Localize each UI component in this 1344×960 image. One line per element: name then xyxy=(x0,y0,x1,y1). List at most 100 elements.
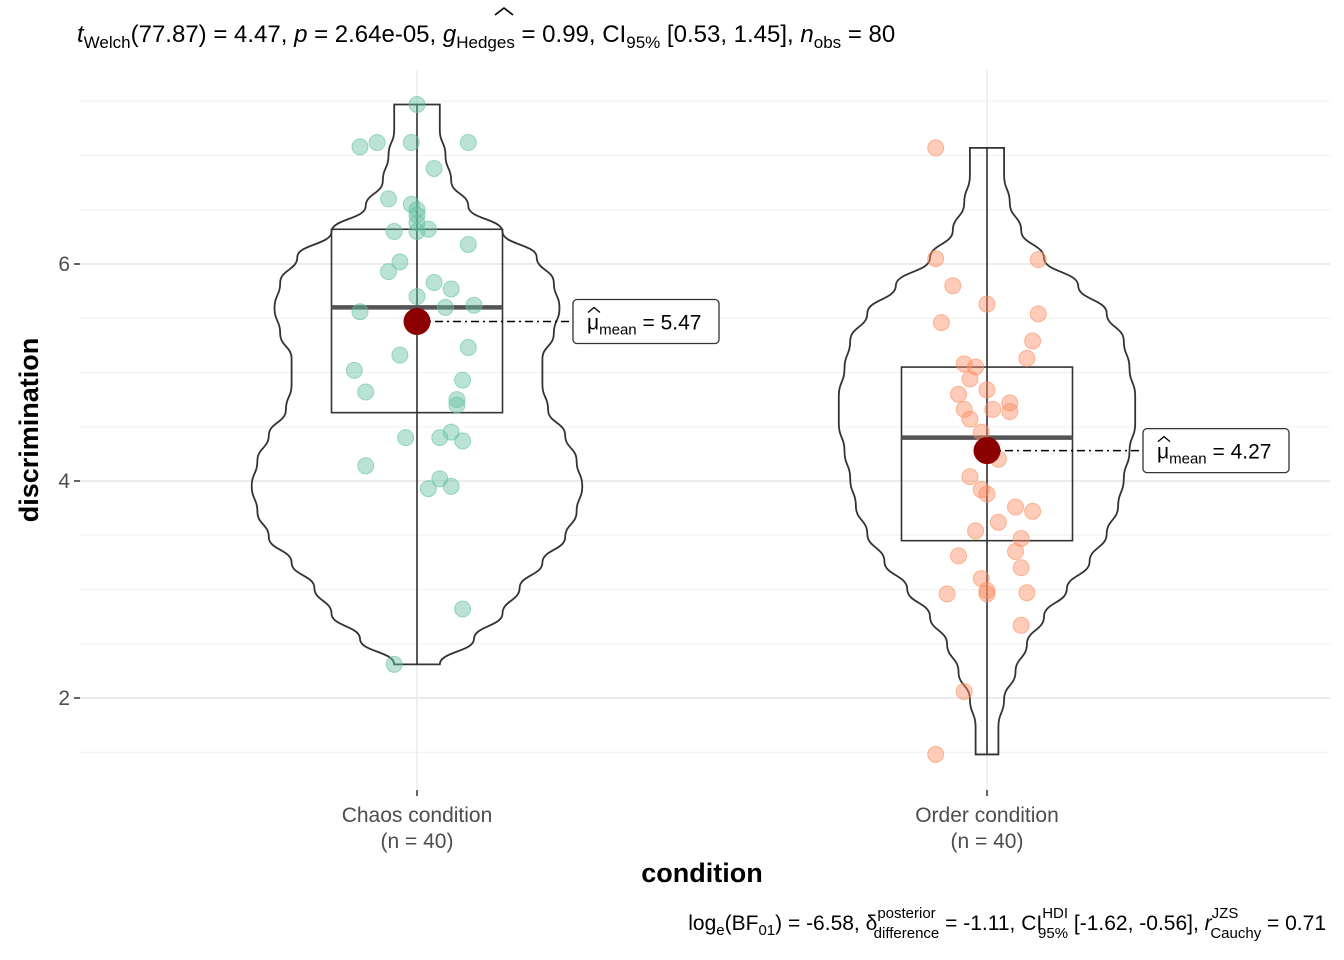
data-point xyxy=(419,480,437,498)
data-point xyxy=(961,370,979,388)
data-point xyxy=(955,682,973,700)
x-tick-label: Chaos condition xyxy=(342,804,493,827)
data-point xyxy=(391,253,409,271)
data-point xyxy=(978,295,996,313)
data-point xyxy=(357,383,375,401)
violin-0 xyxy=(250,103,584,666)
data-point xyxy=(408,206,426,224)
data-point xyxy=(448,391,466,409)
data-point xyxy=(1001,394,1019,412)
x-tick-label: Order condition xyxy=(915,804,1059,827)
data-point xyxy=(967,522,985,540)
data-point xyxy=(448,396,466,414)
mean-label-box-0 xyxy=(572,298,720,345)
data-point xyxy=(927,250,945,268)
data-point xyxy=(978,381,996,399)
data-point xyxy=(431,429,449,447)
mu-hat-accent xyxy=(1157,435,1171,443)
mean-point-0 xyxy=(403,308,431,336)
data-point xyxy=(459,235,477,253)
data-point xyxy=(408,288,426,306)
data-point xyxy=(978,585,996,603)
data-point xyxy=(1018,349,1036,367)
x-tick-count: (n = 40) xyxy=(951,830,1024,853)
data-point xyxy=(978,485,996,503)
data-point xyxy=(459,133,477,151)
data-point xyxy=(351,138,369,156)
data-points xyxy=(345,96,1047,763)
data-point xyxy=(454,600,472,618)
data-point xyxy=(454,371,472,389)
data-point xyxy=(408,222,426,240)
x-axis-title: condition xyxy=(641,858,762,888)
data-point xyxy=(989,513,1007,531)
data-point xyxy=(1024,502,1042,520)
data-point xyxy=(380,263,397,281)
data-point xyxy=(1007,543,1024,561)
data-point xyxy=(345,361,363,379)
data-point xyxy=(927,745,945,763)
data-point xyxy=(442,280,460,298)
data-point xyxy=(1029,251,1047,269)
data-point xyxy=(1024,332,1042,350)
mean-markers: μmean = 5.47 μmean = 4.27 xyxy=(403,298,1290,474)
data-point xyxy=(950,547,967,565)
data-point xyxy=(1001,403,1019,421)
data-point xyxy=(397,429,415,447)
mean-label-1: μmean = 4.27 xyxy=(1157,441,1271,468)
data-point xyxy=(465,296,483,314)
data-point xyxy=(950,385,967,403)
box-1 xyxy=(900,366,1074,542)
data-point xyxy=(1012,559,1030,577)
x-tick-count: (n = 40) xyxy=(381,830,454,853)
data-point xyxy=(955,400,973,418)
data-point xyxy=(932,314,950,332)
data-point xyxy=(938,585,956,603)
data-point xyxy=(408,201,426,219)
data-point xyxy=(1029,305,1047,323)
violin-1 xyxy=(837,147,1137,756)
subtitle: tWelch(77.87) = 4.47, p = 2.64e-05, gHed… xyxy=(77,21,895,52)
data-point xyxy=(955,355,973,373)
data-point xyxy=(391,346,409,364)
data-point xyxy=(408,96,426,114)
data-point xyxy=(1007,498,1024,516)
data-point xyxy=(437,298,454,316)
axes: Chaos condition (n = 40) Order condition (n… xyxy=(58,253,1058,853)
data-point xyxy=(380,190,397,208)
data-point xyxy=(1012,616,1030,634)
data-point xyxy=(368,133,386,151)
data-point xyxy=(454,432,472,450)
mean-label-0: μmean = 5.47 xyxy=(587,312,701,339)
violins xyxy=(250,103,1137,756)
data-point xyxy=(385,222,403,240)
data-point xyxy=(385,655,403,673)
data-point xyxy=(459,339,477,357)
data-point xyxy=(972,570,990,588)
y-tick-label: 2 xyxy=(58,687,70,710)
g-hat-accent xyxy=(494,6,514,16)
caption: loge(BF01) = -6.58, δposterior difference… xyxy=(688,905,1326,942)
data-point xyxy=(927,139,945,157)
grid-lines xyxy=(80,70,1330,790)
mu-hat-accent xyxy=(587,306,601,314)
data-point xyxy=(984,400,1002,418)
data-point xyxy=(972,481,990,499)
data-point xyxy=(357,457,375,475)
data-point xyxy=(1018,584,1036,602)
data-point xyxy=(961,410,979,428)
data-point xyxy=(425,273,443,291)
data-point xyxy=(351,303,369,321)
y-tick-label: 6 xyxy=(58,253,70,276)
data-point xyxy=(944,277,962,295)
data-point xyxy=(425,160,443,178)
mean-label-box-1 xyxy=(1142,427,1290,474)
y-axis-title: discrimination xyxy=(14,338,44,523)
mean-point-1 xyxy=(973,437,1001,465)
boxplots xyxy=(330,104,1074,755)
y-tick-label: 4 xyxy=(58,470,70,493)
data-point xyxy=(442,477,460,495)
data-point xyxy=(961,468,979,486)
data-point xyxy=(402,133,420,151)
